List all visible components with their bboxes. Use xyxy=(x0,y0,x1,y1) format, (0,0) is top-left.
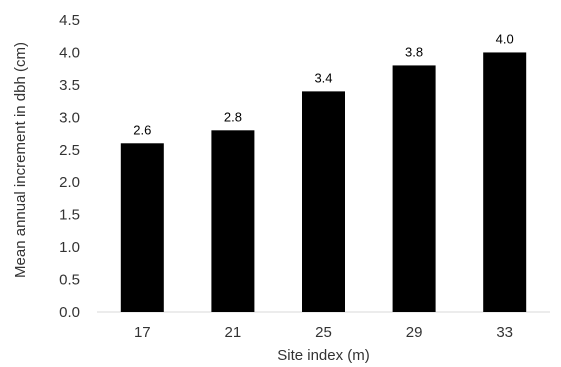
y-tick-label: 0.0 xyxy=(59,304,80,321)
y-tick-label: 3.0 xyxy=(59,109,80,126)
bar-value-label: 2.6 xyxy=(133,122,151,137)
x-tick-label: 33 xyxy=(496,324,513,341)
y-tick-label: 1.0 xyxy=(59,239,80,256)
x-axis-title: Site index (m) xyxy=(277,347,370,364)
y-axis-ticks: 0.0 0.5 1.0 1.5 2.0 2.5 3.0 3.5 4.0 4.5 xyxy=(59,12,80,321)
x-tick-label: 29 xyxy=(406,324,423,341)
y-tick-label: 2.5 xyxy=(59,142,80,159)
bar-value-label: 3.4 xyxy=(314,70,332,85)
bars: 2.6 2.8 3.4 3.8 4.0 xyxy=(120,31,527,312)
y-tick-label: 4.0 xyxy=(59,44,80,61)
bar-value-label: 2.8 xyxy=(224,109,242,124)
y-tick-label: 1.5 xyxy=(59,207,80,224)
bar-value-label: 4.0 xyxy=(496,31,514,46)
x-tick-label: 25 xyxy=(315,324,332,341)
bar xyxy=(211,130,255,312)
bar-value-label: 3.8 xyxy=(405,44,423,59)
y-tick-label: 3.5 xyxy=(59,77,80,94)
x-tick-label: 17 xyxy=(134,324,151,341)
bar xyxy=(392,65,436,312)
bar xyxy=(302,91,345,312)
x-axis-ticks: 17 21 25 29 33 xyxy=(134,324,513,341)
y-tick-label: 0.5 xyxy=(59,272,80,289)
x-tick-label: 21 xyxy=(225,324,242,341)
y-tick-label: 4.5 xyxy=(59,12,80,29)
bar xyxy=(120,143,164,312)
bar xyxy=(483,52,527,312)
y-axis-title: Mean annual increment in dbh (cm) xyxy=(12,42,29,278)
y-tick-label: 2.0 xyxy=(59,174,80,191)
